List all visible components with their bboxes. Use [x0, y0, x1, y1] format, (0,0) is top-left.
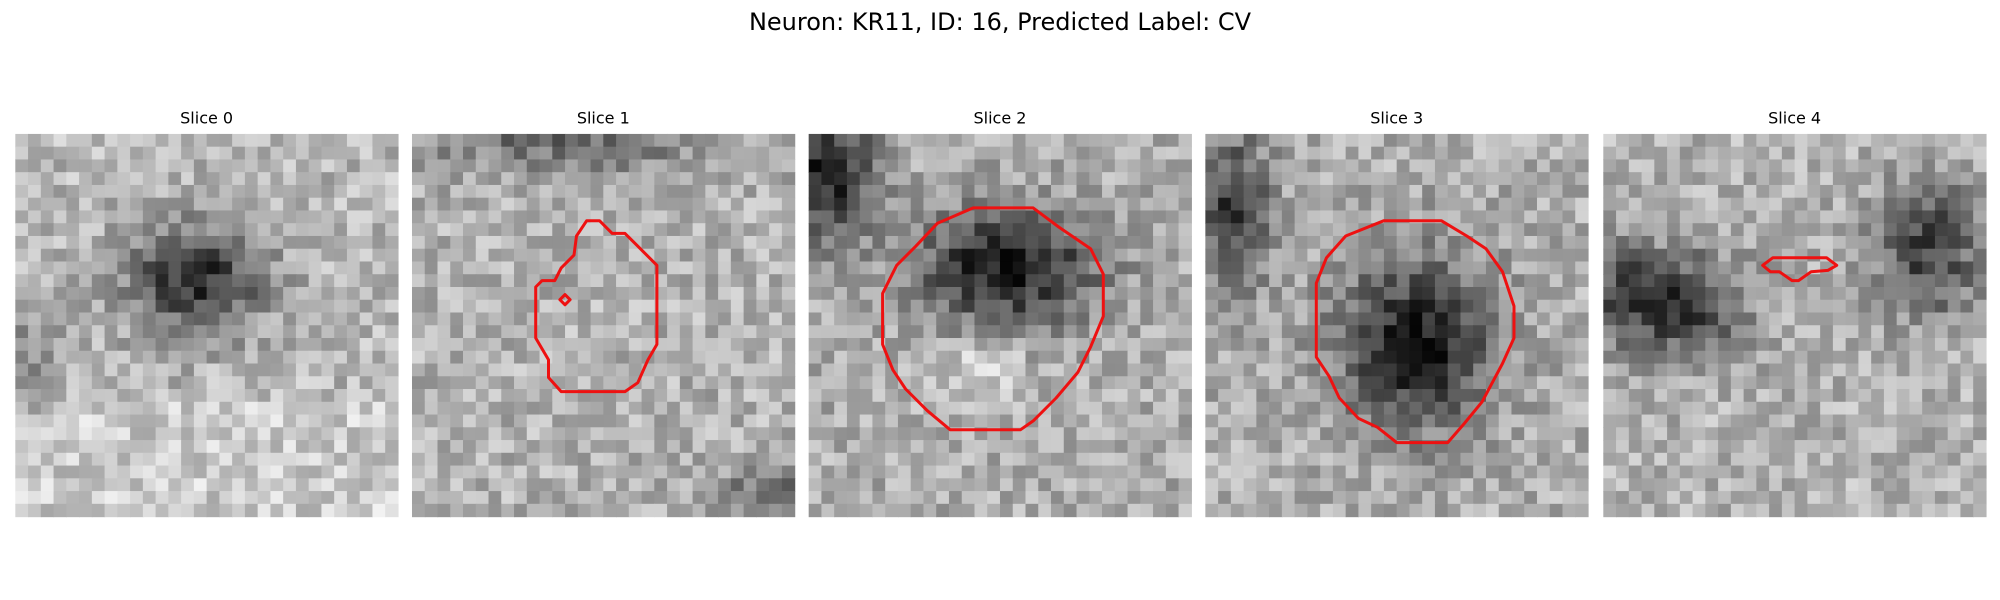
image-panel	[15, 133, 399, 518]
image-panel	[1205, 133, 1589, 518]
contour	[558, 293, 572, 307]
panel-title: Slice 2	[974, 109, 1027, 128]
panel-title: Slice 4	[1768, 109, 1821, 128]
panel-title: Slice 1	[577, 109, 630, 128]
image-panel	[1603, 133, 1987, 518]
contour	[881, 206, 1105, 432]
panel-title: Slice 0	[180, 109, 233, 128]
contour	[1761, 256, 1839, 283]
image-panel	[808, 133, 1192, 518]
image-panel	[411, 133, 796, 518]
contour	[1314, 219, 1516, 445]
contour	[534, 219, 659, 394]
panel-title: Slice 3	[1370, 109, 1423, 128]
figure-title: Neuron: KR11, ID: 16, Predicted Label: C…	[749, 8, 1252, 36]
